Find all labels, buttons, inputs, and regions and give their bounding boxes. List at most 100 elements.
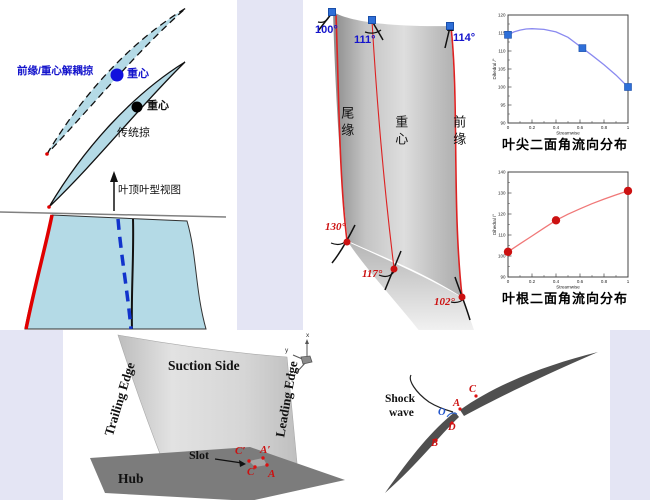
tip-angle-arc-1	[317, 14, 331, 23]
shock-dot-c	[474, 394, 478, 398]
blade-root-fillet	[348, 242, 475, 333]
svg-text:0.8: 0.8	[601, 279, 608, 284]
slot-opening	[249, 458, 267, 467]
tip-marker-3	[446, 22, 454, 30]
slot-arrow-shaft	[214, 458, 243, 464]
section-line	[0, 211, 227, 218]
svg-text:95: 95	[500, 103, 506, 108]
svg-text:Dihedral /°: Dihedral /°	[492, 214, 497, 235]
root-chart-caption: 叶根二面角流向分布	[501, 291, 628, 306]
root-marker-3	[458, 293, 466, 301]
svg-text:1: 1	[627, 125, 630, 130]
suction-surface	[117, 334, 298, 464]
traditional-airfoil	[48, 61, 186, 208]
blade-front-view	[24, 214, 207, 330]
point-a-label: A	[268, 468, 276, 480]
tip-marker-2	[368, 16, 376, 24]
leading-edge-curve	[450, 26, 463, 297]
slot-shock-panel: Suction Side Trailing Edge Leading Edge …	[63, 330, 610, 500]
tip-angle-mark-2	[371, 20, 384, 41]
root-angle-label-1: 130°	[325, 221, 346, 233]
slot-shock-figure	[90, 334, 598, 500]
svg-text:100: 100	[498, 254, 506, 259]
svg-text:110: 110	[498, 233, 506, 238]
tip-angle-label-2: 111°	[354, 34, 376, 46]
decoupled-sweep-label: 前缘/重心解耦掠	[17, 65, 94, 77]
shock-point-a-label: A	[453, 398, 461, 409]
stacking-line-black	[130, 218, 135, 330]
svg-text:0.6: 0.6	[577, 125, 584, 130]
airfoil-upper-part	[460, 352, 598, 416]
svg-text:110: 110	[498, 49, 506, 54]
svg-text:120: 120	[498, 13, 506, 18]
cg-label-black: 重心	[147, 100, 169, 112]
tip-angle-label-1: 100°	[315, 24, 338, 36]
point-a-prime-label: A′	[260, 444, 271, 456]
root-angle-arc-2	[378, 271, 395, 278]
shock-dot-a	[458, 407, 462, 411]
o-angle-mark	[446, 412, 458, 418]
blade-3d-figure	[317, 8, 475, 333]
slot-dot-c-prime	[247, 459, 251, 463]
slot-dot-a	[265, 463, 269, 467]
trailing-edge-curve	[335, 14, 348, 242]
traditional-sweep-label: 传统掠	[117, 127, 150, 139]
svg-text:120: 120	[498, 212, 506, 217]
tip-angle-arc-2	[364, 29, 382, 34]
svg-text:Dihedral /°: Dihedral /°	[492, 58, 497, 79]
cg-dot-blue	[110, 68, 124, 82]
tip-dihedral-chart: 90 95 100 105 110 115 120 0 0.2 0.4 0.6 0.8 1 Dihedra…	[492, 13, 632, 136]
trailing-edge-cn-label: 尾缘	[339, 106, 355, 140]
point-c-label: C	[247, 466, 255, 478]
slot-label: Slot	[189, 448, 210, 462]
point-c-prime-label: C′	[235, 445, 246, 457]
axis-triad-icon	[292, 339, 313, 374]
svg-text:115: 115	[498, 31, 506, 36]
axis-z-label: z	[289, 370, 293, 377]
root-angle-label-2: 117°	[362, 268, 383, 280]
svg-text:0.4: 0.4	[553, 125, 560, 130]
root-angle-label-3: 102°	[434, 296, 455, 308]
svg-text:0.8: 0.8	[601, 125, 608, 130]
decoupled-airfoil	[46, 7, 187, 155]
slot-dot-c	[253, 465, 257, 469]
centroid-cn-label: 重心	[393, 115, 409, 149]
airfoil-lower-part	[385, 412, 459, 493]
root-dihedral-chart: 90 100 110 120 130 140 0 0.2 0.4 0.6 0.8 1 Dihedral …	[492, 170, 633, 290]
root-marker-2	[390, 265, 398, 273]
stacking-line-blue-dashed	[116, 218, 133, 330]
suction-side-label: Suction Side	[168, 358, 240, 373]
hub-platform	[90, 447, 345, 500]
svg-text:90: 90	[500, 275, 506, 280]
slot-dot-a-prime	[261, 456, 265, 460]
axis-x-label: x	[306, 332, 310, 339]
shock-dot-b	[434, 438, 438, 442]
svg-text:0: 0	[507, 279, 510, 284]
slot-arrow-head	[239, 460, 246, 467]
svg-text:0.2: 0.2	[529, 125, 536, 130]
svg-text:90: 90	[500, 121, 506, 126]
hub-label: Hub	[118, 471, 144, 486]
blade-body	[333, 12, 462, 297]
tip-dot-red-1	[45, 152, 49, 156]
shock-label-line2: wave	[389, 407, 414, 419]
shock-wave-line	[409, 374, 454, 413]
tip-view-panel: 前缘/重心解耦掠 重心 重心 传统掠 叶顶叶型视图	[0, 0, 237, 330]
svg-text:0: 0	[507, 125, 510, 130]
leading-edge-cn-label: 前缘	[451, 115, 467, 149]
svg-text:Streamwise: Streamwise	[556, 285, 580, 290]
tip-chart-caption: 叶尖二面角流向分布	[501, 137, 628, 152]
svg-text:0.6: 0.6	[577, 279, 584, 284]
shock-point-c-label: C	[469, 384, 477, 395]
shock-label-line1: Shock	[385, 393, 416, 405]
tip-profile-view-label: 叶顶叶型视图	[118, 184, 181, 196]
shock-point-o-label: O	[438, 407, 446, 418]
shock-point-d-label: D	[448, 422, 456, 433]
axis-y-label: y	[285, 347, 289, 354]
shock-dot-d	[450, 421, 454, 425]
svg-text:0.2: 0.2	[529, 279, 536, 284]
svg-text:130: 130	[498, 191, 506, 196]
cg-label-blue: 重心	[127, 68, 149, 80]
cg-dot-black	[131, 101, 143, 113]
